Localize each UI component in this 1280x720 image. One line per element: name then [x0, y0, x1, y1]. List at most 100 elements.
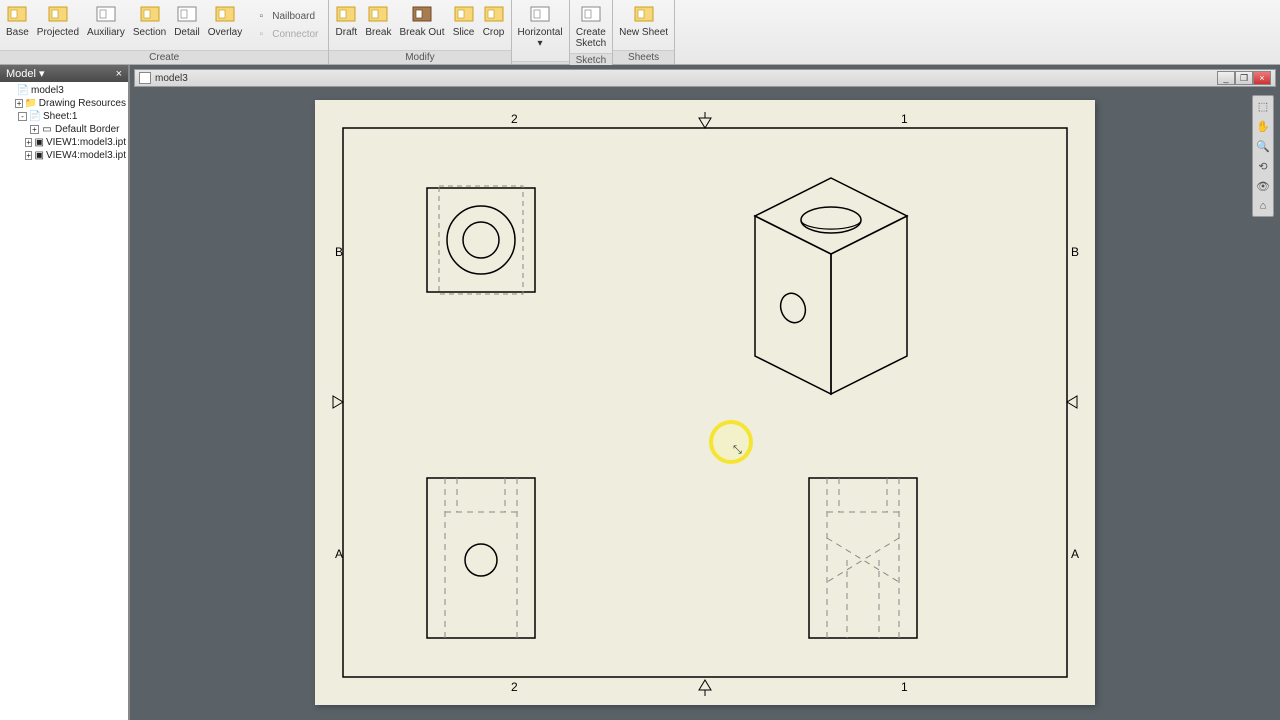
tree-node-label: Default Border	[55, 124, 119, 135]
panel-close-icon[interactable]: ×	[116, 68, 122, 80]
ribbon-small-nailboard[interactable]: ▫Nailboard	[252, 8, 320, 24]
ribbon-button-draft[interactable]: Draft	[331, 2, 361, 48]
model-tree[interactable]: 📄model3+📁Drawing Resources-📄Sheet:1+▭Def…	[0, 82, 128, 720]
ribbon-button-slice[interactable]: Slice	[449, 2, 479, 48]
base-icon	[6, 4, 28, 26]
nav-button[interactable]: 👁	[1253, 176, 1273, 196]
ribbon-button-break[interactable]: Break	[361, 2, 395, 48]
ribbon-button-section[interactable]: Section	[129, 2, 170, 48]
tree-node-label: VIEW4:model3.ipt	[46, 150, 126, 161]
minimize-button[interactable]: _	[1217, 71, 1235, 85]
nav-button[interactable]: 🔍	[1253, 136, 1273, 156]
tree-node[interactable]: +▣VIEW4:model3.ipt	[2, 149, 126, 162]
document-tab-bar: model3 _ ❐ ×	[134, 69, 1276, 87]
drawing-viewport[interactable]: 2121BABA⤡	[134, 89, 1276, 716]
break-icon	[367, 4, 389, 26]
tree-toggle[interactable]: +	[25, 138, 33, 147]
navigation-bar: ⬚✋🔍⟲👁⌂	[1252, 95, 1274, 217]
tree-toggle[interactable]: +	[25, 151, 33, 160]
nav-button[interactable]: ✋	[1253, 116, 1273, 136]
ribbon-button-base[interactable]: Base	[2, 2, 33, 48]
main-area: Model ▾ × 📄model3+📁Drawing Resources-📄Sh…	[0, 65, 1280, 720]
ribbon-button-projected[interactable]: Projected	[33, 2, 83, 48]
slice-icon	[453, 4, 475, 26]
break-icon	[411, 4, 433, 26]
ribbon-button-auxiliary[interactable]: Auxiliary	[83, 2, 129, 48]
svg-text:1: 1	[901, 680, 908, 694]
tree-node-label: Drawing Resources	[39, 98, 126, 109]
ribbon: Base Projected Auxiliary Section Detail Overl…	[0, 0, 1280, 65]
ribbon-button-label: Projected	[37, 27, 79, 38]
tree-node-icon: 📄	[17, 85, 29, 97]
svg-text:2: 2	[511, 112, 518, 126]
cursor-highlight	[709, 420, 753, 464]
ribbon-button-label: Detail	[174, 27, 200, 38]
tree-node-icon: ▣	[34, 150, 43, 162]
detail-icon	[176, 4, 198, 26]
ribbon-group: Draft Break Break Out Slice Crop Modify	[329, 0, 511, 64]
new-icon	[633, 4, 655, 26]
tree-node[interactable]: +▭Default Border	[2, 123, 126, 136]
close-button[interactable]: ×	[1253, 71, 1271, 85]
ribbon-button-create[interactable]: Create Sketch	[572, 2, 611, 51]
tree-toggle[interactable]: +	[15, 99, 22, 108]
ribbon-group-label	[512, 61, 569, 64]
ribbon-button-horizontal[interactable]: Horizontal ▾	[514, 2, 567, 59]
tree-node-label: model3	[31, 85, 64, 96]
nav-button[interactable]: ⟲	[1253, 156, 1273, 176]
canvas-area: model3 _ ❐ × 2121BABA⤡ ⬚✋🔍⟲👁⌂	[130, 65, 1280, 720]
tree-toggle[interactable]: -	[18, 112, 27, 121]
ribbon-button-overlay[interactable]: Overlay	[204, 2, 246, 48]
document-icon	[139, 72, 151, 84]
create-icon	[580, 4, 602, 26]
nav-button[interactable]: ⬚	[1253, 96, 1273, 116]
watermark: RECORDED WITH	[6, 705, 98, 716]
model-browser-header[interactable]: Model ▾ ×	[0, 65, 128, 82]
tree-node-icon: 📄	[29, 111, 41, 123]
ribbon-group-label: Create	[0, 50, 328, 64]
tree-toggle[interactable]: +	[30, 125, 39, 134]
svg-text:1: 1	[901, 112, 908, 126]
drawing-sheet[interactable]: 2121BABA⤡	[315, 100, 1095, 705]
ribbon-button-break[interactable]: Break Out	[396, 2, 449, 48]
tree-node[interactable]: -📄Sheet:1	[2, 110, 126, 123]
svg-text:A: A	[1071, 547, 1079, 561]
ribbon-button-label: Draft	[336, 27, 358, 38]
svg-text:A: A	[335, 547, 343, 561]
horizontal-icon	[529, 4, 551, 26]
ribbon-button-label: Break	[365, 27, 391, 38]
tree-node[interactable]: +▣VIEW1:model3.ipt	[2, 136, 126, 149]
crop-icon	[483, 4, 505, 26]
ribbon-button-label: Break Out	[400, 27, 445, 38]
ribbon-button-new[interactable]: New Sheet	[615, 2, 672, 48]
tree-node-label: Sheet:1	[43, 111, 77, 122]
ribbon-button-label: Base	[6, 27, 29, 38]
ribbon-button-label: New Sheet	[619, 27, 668, 38]
ribbon-group-label: Modify	[329, 50, 510, 64]
ribbon-group: Horizontal ▾	[512, 0, 570, 64]
ribbon-button-label: Overlay	[208, 27, 242, 38]
svg-text:B: B	[335, 245, 343, 259]
tree-node-icon: ▭	[41, 124, 53, 136]
ribbon-button-crop[interactable]: Crop	[479, 2, 509, 48]
model-browser-title: Model ▾	[6, 67, 45, 80]
tree-node[interactable]: 📄model3	[2, 84, 126, 97]
ribbon-button-label: Section	[133, 27, 166, 38]
tree-node-label: VIEW1:model3.ipt	[46, 137, 126, 148]
cursor-icon: ⤡	[733, 444, 742, 457]
ribbon-button-label: Slice	[453, 27, 475, 38]
tree-node[interactable]: +📁Drawing Resources	[2, 97, 126, 110]
document-tab-title[interactable]: model3	[155, 73, 188, 84]
ribbon-button-label: Auxiliary	[87, 27, 125, 38]
section-icon	[139, 4, 161, 26]
auxiliary-icon	[95, 4, 117, 26]
nav-button[interactable]: ⌂	[1253, 196, 1273, 216]
draft-icon	[335, 4, 357, 26]
overlay-icon	[214, 4, 236, 26]
connector-icon: ▫	[254, 27, 268, 41]
ribbon-button-label: Create Sketch	[576, 27, 607, 49]
ribbon-button-detail[interactable]: Detail	[170, 2, 204, 48]
maximize-button[interactable]: ❐	[1235, 71, 1253, 85]
svg-text:B: B	[1071, 245, 1079, 259]
nailboard-icon: ▫	[254, 9, 268, 23]
